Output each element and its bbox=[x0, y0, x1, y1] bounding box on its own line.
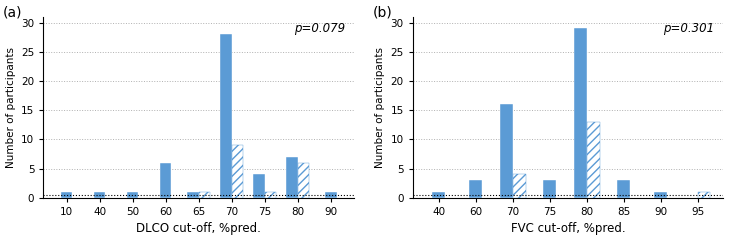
Bar bbox=[265, 192, 276, 198]
Bar bbox=[587, 122, 599, 198]
Bar bbox=[698, 192, 711, 198]
Bar bbox=[253, 174, 265, 198]
Bar bbox=[512, 174, 526, 198]
Bar bbox=[617, 180, 630, 198]
Bar bbox=[574, 28, 587, 198]
Bar bbox=[220, 34, 232, 198]
X-axis label: DLCO cut-off, %pred.: DLCO cut-off, %pred. bbox=[136, 222, 261, 235]
Bar bbox=[199, 192, 210, 198]
Text: p=0.079: p=0.079 bbox=[294, 22, 345, 35]
Bar bbox=[298, 163, 310, 198]
Bar bbox=[94, 192, 106, 198]
Bar bbox=[499, 104, 512, 198]
Bar bbox=[61, 192, 72, 198]
Y-axis label: Number of participants: Number of participants bbox=[375, 47, 385, 168]
Bar bbox=[160, 163, 171, 198]
Bar bbox=[127, 192, 139, 198]
Text: (b): (b) bbox=[373, 6, 392, 20]
Bar bbox=[232, 145, 243, 198]
Bar bbox=[187, 192, 199, 198]
X-axis label: FVC cut-off, %pred.: FVC cut-off, %pred. bbox=[511, 222, 625, 235]
Bar bbox=[543, 180, 556, 198]
Bar bbox=[286, 157, 298, 198]
Text: p=0.301: p=0.301 bbox=[663, 22, 714, 35]
Y-axis label: Number of participants: Number of participants bbox=[6, 47, 15, 168]
Bar bbox=[654, 192, 667, 198]
Bar bbox=[432, 192, 445, 198]
Bar bbox=[469, 180, 482, 198]
Text: (a): (a) bbox=[3, 6, 23, 20]
Bar bbox=[325, 192, 337, 198]
